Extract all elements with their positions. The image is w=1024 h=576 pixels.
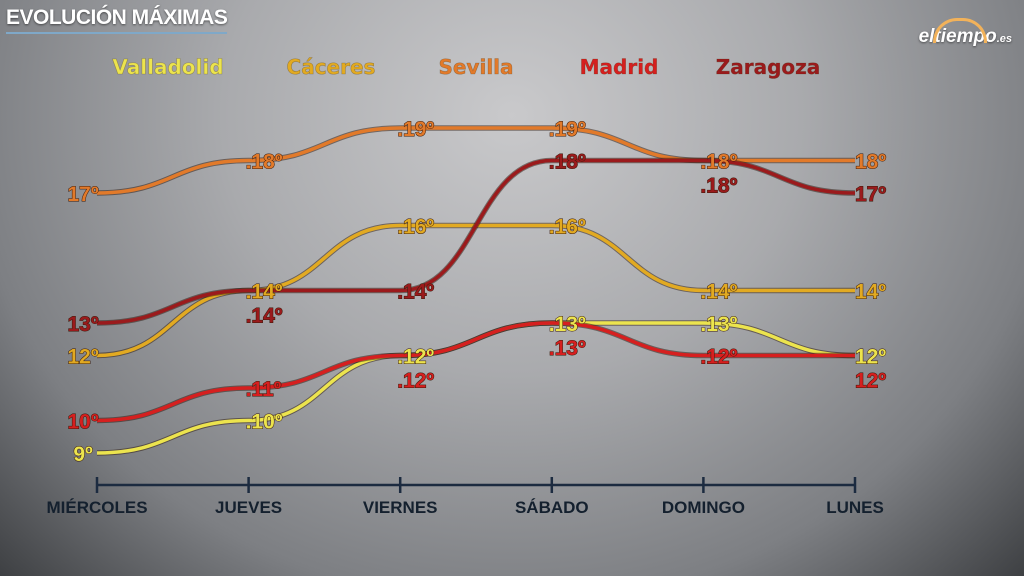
x-tick-label: SÁBADO — [515, 498, 589, 517]
data-label: .16º — [397, 216, 434, 239]
legend-entry: Valladolid — [112, 55, 223, 79]
series-line — [96, 321, 855, 423]
eltiempo-logo: eltiempo.es — [919, 18, 1012, 48]
data-label: .13º — [549, 337, 586, 360]
data-label: .12º — [397, 346, 434, 369]
data-label: 12º — [855, 346, 886, 369]
data-label: .19º — [549, 118, 586, 141]
chart-title: EVOLUCIÓN MÁXIMAS — [6, 6, 228, 34]
data-label: .18º — [700, 151, 737, 174]
data-label: .14º — [700, 281, 737, 304]
data-label: 12º — [855, 370, 886, 393]
x-tick-label: DOMINGO — [662, 498, 745, 517]
legend-entry: Cáceres — [287, 55, 376, 79]
data-label: .10º — [246, 411, 283, 434]
data-label: .13º — [549, 313, 586, 336]
data-label: .18º — [246, 151, 283, 174]
data-label: 12º — [67, 346, 98, 369]
legend-entry: Madrid — [580, 55, 659, 79]
data-label: 17º — [67, 183, 98, 206]
data-label: 17º — [855, 183, 886, 206]
legend-entry: Sevilla — [438, 55, 513, 79]
data-label: .14º — [397, 281, 434, 304]
data-label: 10º — [67, 411, 98, 434]
data-label: .12º — [700, 346, 737, 369]
data-label: .12º — [397, 370, 434, 393]
x-tick-label: VIERNES — [363, 498, 438, 517]
data-label: .14º — [246, 305, 283, 328]
x-tick-label: JUEVES — [215, 498, 282, 517]
data-label: 18º — [855, 151, 886, 174]
data-label: .18º — [700, 175, 737, 198]
data-label: .11º — [246, 378, 282, 401]
series-line — [96, 126, 855, 195]
data-label: .18º — [549, 151, 586, 174]
data-label: .16º — [549, 216, 586, 239]
data-label: .14º — [246, 281, 283, 304]
legend-entry: Zaragoza — [716, 55, 821, 79]
x-tick-label: LUNES — [826, 498, 884, 517]
data-label: 14º — [855, 281, 886, 304]
series-line — [96, 158, 856, 325]
series-line — [96, 223, 855, 358]
data-label: .19º — [397, 118, 434, 141]
data-label: 13º — [67, 313, 98, 336]
x-tick-label: MIÉRCOLES — [46, 498, 147, 517]
data-label: 9º — [73, 443, 93, 466]
data-label: .13º — [700, 313, 737, 336]
series-line-shadow — [96, 320, 856, 456]
series-line — [96, 321, 856, 455]
